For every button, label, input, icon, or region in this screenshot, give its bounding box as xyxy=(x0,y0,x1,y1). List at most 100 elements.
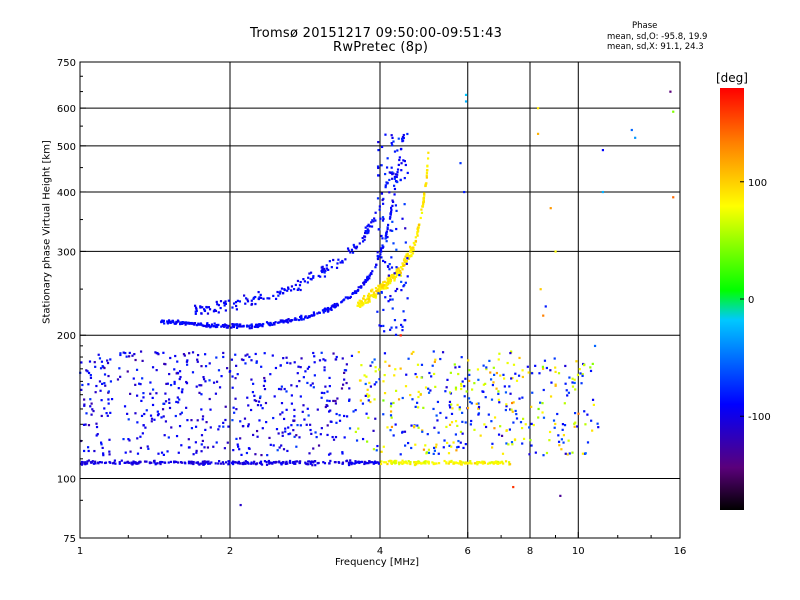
scatter-point xyxy=(336,262,339,265)
scatter-point xyxy=(510,401,514,405)
scatter-point xyxy=(273,323,276,326)
scatter-point xyxy=(391,177,394,180)
scatter-point xyxy=(403,264,406,267)
scatter-point xyxy=(589,366,592,369)
scatter-point xyxy=(130,462,133,465)
scatter-point xyxy=(380,291,383,294)
scatter-point xyxy=(297,318,301,322)
scatter-point xyxy=(398,462,401,466)
scatter-point xyxy=(454,420,458,423)
scatter-point xyxy=(432,452,435,455)
scatter-point xyxy=(357,427,360,430)
scatter-point xyxy=(309,461,312,464)
scatter-point xyxy=(253,325,256,328)
scatter-point xyxy=(506,361,509,365)
scatter-point xyxy=(388,171,391,174)
scatter-point xyxy=(177,461,180,464)
scatter-point xyxy=(396,287,399,291)
scatter-point xyxy=(427,451,431,454)
scatter-point xyxy=(247,447,251,450)
scatter-point xyxy=(374,287,378,290)
scatter-point xyxy=(406,297,409,300)
scatter-point xyxy=(385,281,388,284)
scatter-point xyxy=(312,276,315,279)
scatter-point xyxy=(504,391,508,394)
scatter-point xyxy=(135,368,139,371)
scatter-point xyxy=(441,351,445,354)
scatter-point xyxy=(562,441,565,444)
scatter-point xyxy=(439,357,442,361)
scatter-point xyxy=(242,424,245,428)
scatter-point xyxy=(470,388,474,391)
scatter-point xyxy=(326,390,329,393)
scatter-point xyxy=(425,176,428,179)
scatter-point xyxy=(479,434,482,437)
scatter-point xyxy=(263,387,267,391)
scatter-point xyxy=(398,158,401,162)
scatter-point xyxy=(381,246,384,249)
scatter-point xyxy=(392,242,395,245)
scatter-point xyxy=(459,382,463,386)
scatter-point xyxy=(316,408,319,411)
scatter-point xyxy=(224,302,227,306)
scatter-point xyxy=(242,462,245,466)
scatter-point xyxy=(409,393,412,397)
scatter-point xyxy=(521,442,524,445)
scatter-point xyxy=(191,462,194,465)
scatter-point xyxy=(156,351,159,355)
scatter-point xyxy=(501,452,505,455)
x-tick-label: 1 xyxy=(77,546,83,557)
scatter-point xyxy=(205,325,208,328)
scatter-point xyxy=(266,454,269,457)
scatter-point xyxy=(314,460,317,463)
scatter-point xyxy=(151,396,154,400)
scatter-point xyxy=(422,197,425,200)
scatter-point xyxy=(414,236,417,239)
scatter-point xyxy=(381,244,384,247)
scatter-point xyxy=(145,409,148,412)
scatter-point xyxy=(571,451,574,454)
scatter-point xyxy=(417,223,421,226)
scatter-point xyxy=(244,460,247,463)
scatter-point xyxy=(420,211,424,214)
scatter-point xyxy=(405,253,408,256)
scatter-point xyxy=(401,268,404,271)
scatter-point xyxy=(395,268,398,271)
scatter-point xyxy=(140,414,144,418)
scatter-point xyxy=(488,359,491,362)
scatter-point xyxy=(590,419,593,422)
scatter-point xyxy=(355,439,359,442)
scatter-point xyxy=(168,401,171,404)
scatter-point xyxy=(215,380,219,383)
scatter-point xyxy=(242,324,245,327)
scatter-point xyxy=(307,365,311,369)
scatter-point xyxy=(99,367,103,370)
scatter-point xyxy=(386,277,389,280)
scatter-point xyxy=(426,460,429,463)
scatter-point xyxy=(502,373,505,376)
scatter-point xyxy=(346,296,349,299)
scatter-point xyxy=(433,446,436,450)
scatter-point xyxy=(558,444,561,447)
scatter-point xyxy=(195,307,198,311)
colorbar-tick-label: 100 xyxy=(748,178,767,189)
scatter-point xyxy=(263,379,266,382)
scatter-point xyxy=(177,387,180,390)
scatter-point xyxy=(393,319,397,322)
scatter-point xyxy=(225,324,228,327)
scatter-point xyxy=(252,462,255,465)
scatter-point xyxy=(386,227,389,231)
scatter-point xyxy=(176,360,179,363)
scatter-point xyxy=(363,235,367,238)
scatter-point xyxy=(450,403,453,406)
scatter-point xyxy=(401,263,405,266)
scatter-point xyxy=(374,219,377,222)
scatter-point xyxy=(324,269,327,272)
scatter-point xyxy=(367,399,370,402)
y-tick-label: 750 xyxy=(57,58,76,69)
scatter-point xyxy=(399,271,402,274)
scatter-point xyxy=(144,426,147,429)
scatter-point xyxy=(364,230,367,233)
scatter-point xyxy=(309,423,312,426)
scatter-point xyxy=(281,292,285,295)
